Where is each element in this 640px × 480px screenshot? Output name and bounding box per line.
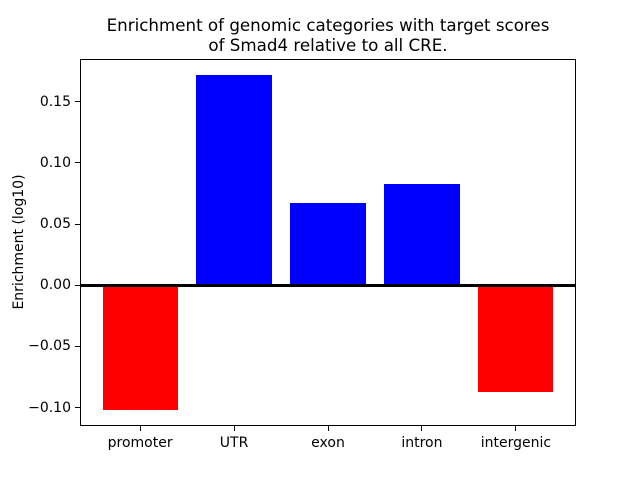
chart-title: Enrichment of genomic categories with ta… — [80, 15, 576, 55]
x-tick-mark — [327, 426, 329, 431]
bar-intergenic — [478, 285, 554, 392]
bar-exon — [290, 203, 366, 286]
plot-area — [80, 59, 576, 426]
bar-promoter — [102, 285, 178, 411]
x-tick-mark — [139, 426, 141, 431]
y-tick-label: 0.05 — [39, 216, 71, 233]
y-tick-label: 0.10 — [39, 154, 71, 171]
y-tick-label: 0.15 — [39, 93, 71, 110]
x-tick-label-intron: intron — [401, 435, 443, 451]
y-tick-label: −0.10 — [28, 399, 71, 416]
chart-title-line2: of Smad4 relative to all CRE. — [208, 35, 448, 55]
y-tick-label: 0.00 — [39, 277, 71, 294]
chart-title-line1: Enrichment of genomic categories with ta… — [106, 15, 550, 35]
y-tick-mark — [75, 223, 80, 225]
zero-line — [80, 283, 576, 287]
x-tick-label-intergenic: intergenic — [480, 435, 552, 451]
x-tick-mark — [515, 426, 517, 431]
y-tick-mark — [75, 284, 80, 286]
y-tick-mark — [75, 101, 80, 103]
x-tick-label-exon: exon — [311, 435, 345, 451]
y-tick-mark — [75, 345, 80, 347]
x-tick-label-UTR: UTR — [219, 435, 249, 451]
bar-intron — [384, 183, 460, 286]
y-tick-mark — [75, 407, 80, 409]
x-tick-mark — [233, 426, 235, 431]
y-tick-mark — [75, 162, 80, 164]
x-tick-mark — [421, 426, 423, 431]
y-tick-label: −0.05 — [28, 338, 71, 355]
x-tick-label-promoter: promoter — [107, 435, 173, 451]
bar-UTR — [196, 74, 272, 286]
